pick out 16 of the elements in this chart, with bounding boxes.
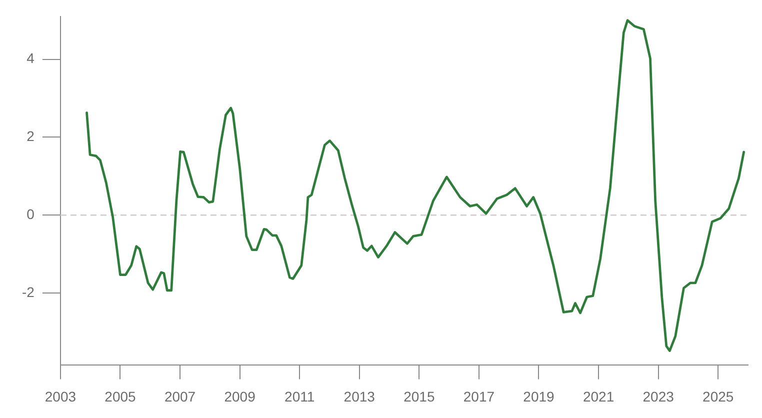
x-tick-label: 2005	[104, 388, 136, 404]
x-tick-label: 2015	[404, 388, 435, 404]
x-tick-label: 2011	[284, 388, 315, 404]
x-tick-label: 2021	[582, 388, 614, 404]
y-tick-label: -2	[22, 284, 35, 300]
x-tick-label: 2007	[164, 388, 196, 404]
y-tick-label: 2	[26, 128, 35, 144]
x-tick-label: 2013	[344, 388, 376, 404]
x-tick-label: 2003	[44, 388, 76, 404]
y-tick-label: 4	[26, 50, 35, 66]
x-tick-label: 2009	[224, 388, 256, 404]
x-tick-label: 2025	[702, 388, 734, 404]
x-tick-label: 2023	[642, 388, 674, 404]
x-tick-label: 2017	[463, 388, 495, 404]
y-tick-label: 0	[26, 206, 35, 222]
x-tick-label: 2019	[523, 388, 555, 404]
